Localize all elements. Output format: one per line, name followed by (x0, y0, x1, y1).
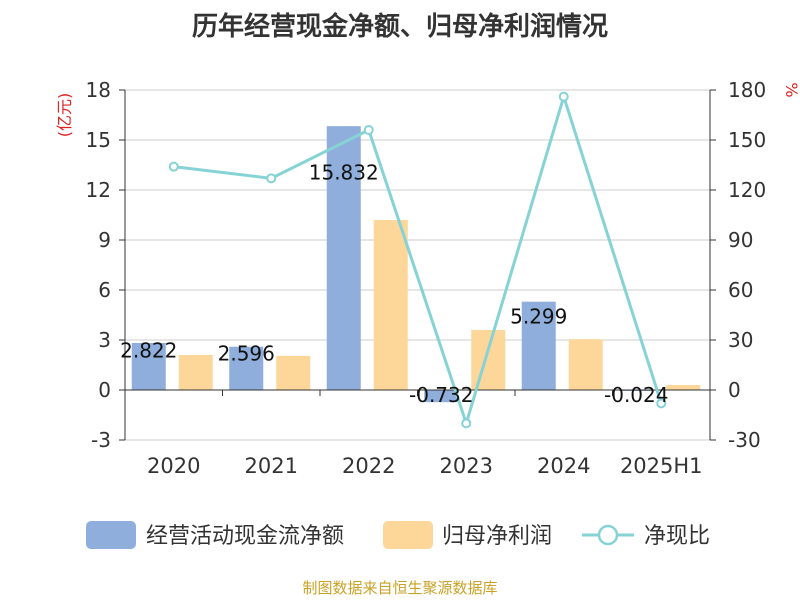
net-profit-bar (276, 355, 311, 390)
cash-flow-bar (521, 301, 556, 390)
right-axis-tick-label: 120 (728, 178, 766, 202)
right-axis-tick-label: 180 (728, 78, 766, 102)
legend-swatch-ratio-marker (597, 524, 619, 546)
cash-flow-bar (229, 346, 264, 390)
right-axis-tick-label: 0 (728, 378, 741, 402)
category-label: 2024 (537, 454, 590, 478)
left-axis-unit: (亿元) (55, 93, 74, 138)
right-axis-tick-label: -30 (728, 428, 761, 452)
right-axis-tick-label: 30 (728, 328, 753, 352)
legend-label-net-profit: 归母净利润 (442, 524, 552, 549)
category-label: 2025H1 (620, 454, 703, 478)
right-axis-tick-label: 60 (728, 278, 753, 302)
chart-title: 历年经营现金净额、归母净利润情况 (191, 12, 608, 42)
right-axis-tick-label: 150 (728, 128, 766, 152)
ratio-point (266, 173, 277, 184)
legend-label-cash-flow: 经营活动现金流净额 (146, 524, 344, 549)
category-label: 2023 (440, 454, 493, 478)
cash-flow-data-label: 2.596 (218, 342, 275, 366)
left-axis-tick-label: 12 (86, 178, 111, 202)
ratio-point (363, 125, 374, 135)
net-profit-bar (471, 330, 506, 390)
legend: 经营活动现金流净额 归母净利润 净现比 (86, 521, 710, 549)
left-axis-tick-label: 9 (98, 228, 111, 252)
left-axis-tick-label: 0 (98, 378, 111, 402)
left-axis-tick-label: -3 (91, 428, 111, 452)
cash-flow-data-label: -0.732 (409, 383, 473, 407)
category-label: 2020 (147, 454, 200, 478)
ratio-point (168, 161, 179, 172)
cash-flow-bar (424, 390, 459, 403)
cash-flow-data-label: -0.024 (604, 383, 668, 407)
source-note: 制图数据来自恒生聚源数据库 (302, 579, 498, 597)
cash-flow-bar (326, 126, 361, 390)
net-profit-bar (373, 220, 408, 390)
net-profit-bar (666, 385, 701, 390)
left-axis-tick-label: 15 (86, 128, 111, 152)
cash-flow-data-label: 15.832 (309, 161, 379, 185)
left-axis-tick-label: 3 (98, 328, 111, 352)
legend-swatch-cash-flow (86, 521, 136, 549)
category-label: 2021 (245, 454, 298, 478)
left-axis-tick-label: 6 (98, 278, 111, 302)
legend-swatch-net-profit (383, 521, 433, 549)
cash-flow-data-label: 5.299 (510, 305, 567, 329)
ratio-point (461, 418, 472, 429)
bars-layer (131, 126, 701, 403)
left-axis-tick-label: 18 (86, 78, 111, 102)
legend-label-ratio: 净现比 (644, 524, 710, 549)
ratio-point (558, 91, 569, 102)
right-axis-tick-label: 90 (728, 228, 753, 252)
ratio-line (173, 91, 663, 429)
net-profit-bar (568, 339, 603, 390)
data-labels: 2.822 2.596 15.832 -0.732 5.299 -0.024 (120, 161, 668, 407)
ratio-point (656, 398, 667, 409)
cash-flow-data-label: 2.822 (120, 338, 177, 362)
ratio-line-layer (168, 91, 667, 429)
right-axis-unit: % (782, 82, 800, 97)
net-profit-bar (178, 355, 213, 390)
category-label: 2022 (342, 454, 395, 478)
cash-flow-bar (131, 342, 166, 390)
